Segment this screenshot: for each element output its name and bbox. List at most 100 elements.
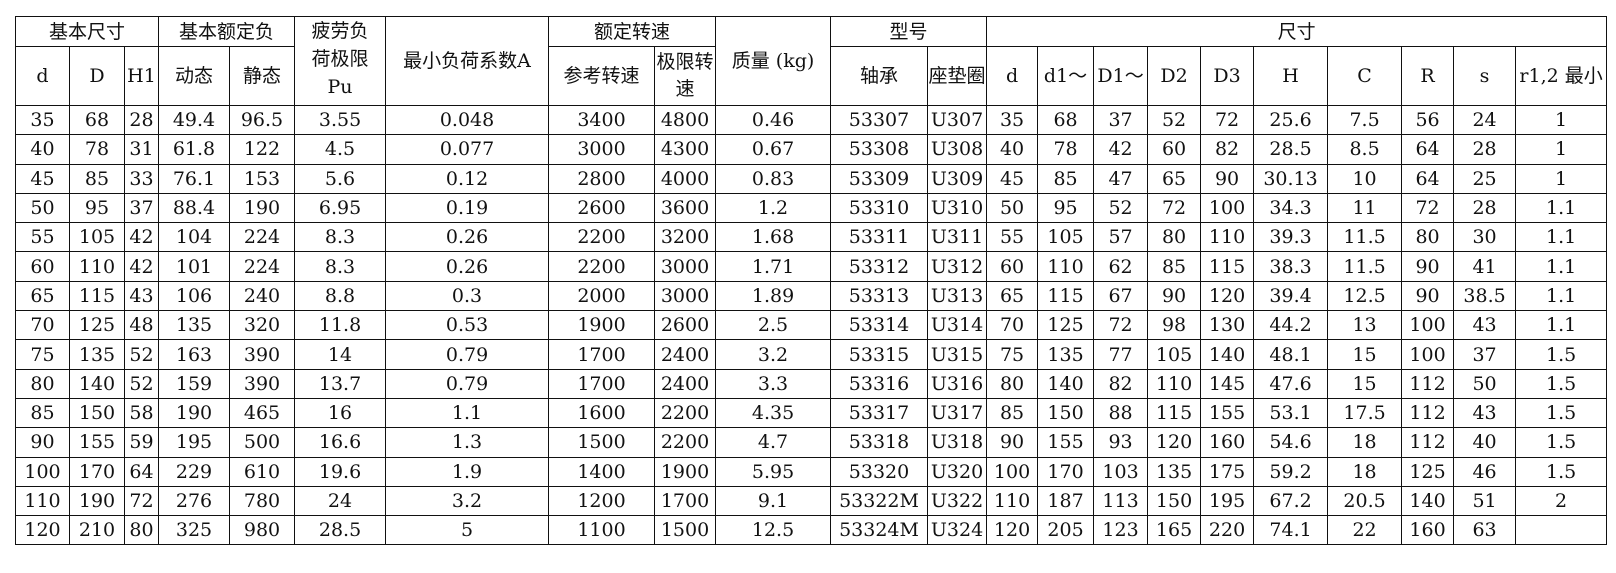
table-cell: 1.1	[1515, 222, 1608, 253]
column-header: s	[1453, 46, 1517, 106]
table-cell: 110	[1037, 251, 1095, 282]
table-cell: 7.5	[1327, 104, 1403, 136]
table-cell: 1700	[654, 485, 717, 517]
table-cell: 82	[1093, 368, 1149, 399]
table-cell: 325	[158, 515, 230, 546]
table-cell: 72	[1093, 310, 1149, 341]
table-row: 40 78 31 61.8 122 4.5 0.077 3000 4300 0.67 53308 U3…	[15, 134, 1608, 165]
table-cell: 153	[228, 163, 296, 194]
table-cell: 30	[1453, 222, 1517, 253]
header-mass: 质量 (kg)	[715, 16, 832, 106]
table-cell: 53308	[830, 134, 929, 165]
table-cell: 28	[1453, 134, 1517, 165]
table-cell: 60	[1147, 134, 1202, 165]
table-cell: 3600	[654, 192, 717, 224]
table-cell: 65	[15, 280, 70, 312]
table-cell: 72	[1147, 192, 1202, 224]
table-cell: 37	[124, 192, 159, 224]
table-cell: 0.19	[385, 192, 550, 224]
column-header: 座垫圈	[927, 46, 988, 106]
table-cell: 43	[124, 280, 159, 312]
table-cell: 53322M	[830, 485, 929, 517]
table-cell: 40	[15, 134, 70, 165]
table-cell: U310	[927, 192, 988, 224]
table-cell: 11.8	[294, 310, 387, 341]
table-cell: 120	[986, 515, 1039, 546]
table-cell: 140	[1200, 339, 1255, 370]
table-cell: 1	[1515, 104, 1608, 136]
table-cell: 1.1	[1515, 280, 1608, 312]
table-cell: U322	[927, 485, 988, 517]
table-cell: 68	[69, 104, 125, 136]
table-cell: 68	[1037, 104, 1095, 136]
table-cell: 40	[986, 134, 1039, 165]
table-cell: 53311	[830, 222, 929, 253]
table-cell: 52	[1147, 104, 1202, 136]
table-cell: 8.3	[294, 251, 387, 282]
table-cell: 1700	[548, 368, 656, 399]
table-cell: 195	[1200, 485, 1255, 517]
table-cell: 16.6	[294, 427, 387, 458]
table-cell: 53317	[830, 397, 929, 429]
table-cell: 1.5	[1515, 456, 1608, 487]
table-cell: 47	[1093, 163, 1149, 194]
table-cell: 59	[124, 427, 159, 458]
table-cell: 150	[1147, 485, 1202, 517]
table-cell: 22	[1327, 515, 1403, 546]
table-cell: 78	[69, 134, 125, 165]
table-cell: 31	[124, 134, 159, 165]
table-cell: 1.5	[1515, 339, 1608, 370]
table-cell: 33	[124, 163, 159, 194]
table-cell: 1700	[548, 339, 656, 370]
table-cell: 140	[1037, 368, 1095, 399]
table-cell: 10	[1327, 163, 1403, 194]
table-cell: 70	[986, 310, 1039, 341]
table-cell: 8.8	[294, 280, 387, 312]
table-cell: 103	[1093, 456, 1149, 487]
table-cell: 1.5	[1515, 427, 1608, 458]
table-cell: 64	[1401, 163, 1455, 194]
table-cell: 3000	[654, 251, 717, 282]
table-cell: 112	[1401, 397, 1455, 429]
fatigue-line3: Pu	[327, 76, 353, 98]
table-cell: 2200	[548, 222, 656, 253]
table-cell: 122	[228, 134, 296, 165]
table-cell: 85	[1037, 163, 1095, 194]
table-cell: 0.67	[715, 134, 832, 165]
table-cell: 19.6	[294, 456, 387, 487]
table-cell: 12.5	[715, 515, 832, 546]
bearing-spec-table: 基本尺寸 基本额定负 疲劳负 荷极限 Pu 最小负荷系数A 额定转速 质量 (k…	[15, 16, 1608, 546]
table-cell: 0.83	[715, 163, 832, 194]
table-cell: 135	[69, 339, 125, 370]
table-cell: 28	[124, 104, 159, 136]
table-cell: 80	[15, 368, 70, 399]
table-cell: 205	[1037, 515, 1095, 546]
table-cell: 60	[986, 251, 1039, 282]
table-cell: 140	[69, 368, 125, 399]
table-cell: 106	[158, 280, 230, 312]
table-cell: 11.5	[1327, 251, 1403, 282]
table-cell: 112	[1401, 427, 1455, 458]
header-min-load-factor: 最小负荷系数A	[385, 16, 550, 106]
table-cell: 610	[228, 456, 296, 487]
table-cell: 101	[158, 251, 230, 282]
table-cell: 159	[158, 368, 230, 399]
table-cell: 160	[1401, 515, 1455, 546]
table-cell: 2000	[548, 280, 656, 312]
table-cell: 13	[1327, 310, 1403, 341]
table-cell: 0.048	[385, 104, 550, 136]
table-cell: 155	[1200, 397, 1255, 429]
table-cell: 53313	[830, 280, 929, 312]
table-cell: 1.3	[385, 427, 550, 458]
column-header: r1,2 最小	[1515, 46, 1608, 106]
table-cell: 4000	[654, 163, 717, 194]
table-cell: 28.5	[294, 515, 387, 546]
table-cell: 190	[228, 192, 296, 224]
table-row: 100 170 64 229 610 19.6 1.9 1400 1900 5.95 53320 U3…	[15, 456, 1608, 487]
table-cell: 53320	[830, 456, 929, 487]
table-cell: 1.1	[1515, 310, 1608, 341]
table-cell: 5.95	[715, 456, 832, 487]
table-cell: 77	[1093, 339, 1149, 370]
table-cell: 48.1	[1253, 339, 1329, 370]
table-cell: 0.26	[385, 222, 550, 253]
